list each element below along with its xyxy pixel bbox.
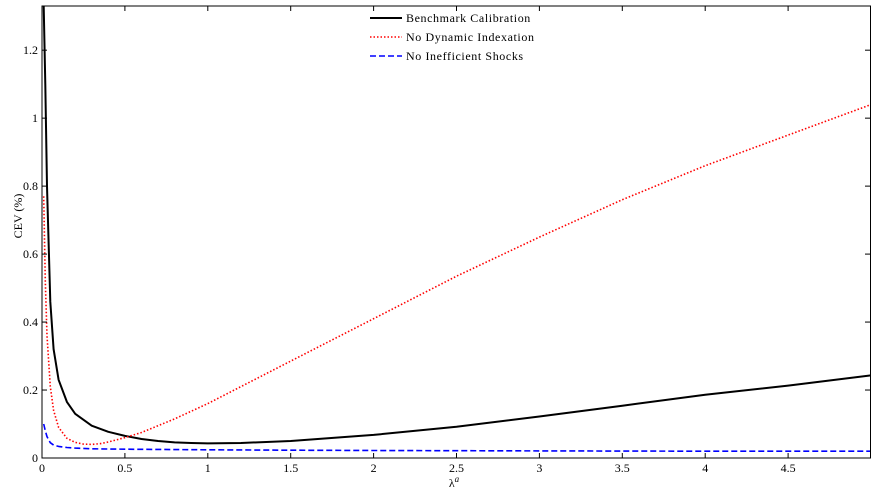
x-tick-label: 3.5 xyxy=(615,461,630,475)
x-tick-label: 4.5 xyxy=(781,461,796,475)
series-line-2 xyxy=(42,103,871,446)
x-tick-label: 1.5 xyxy=(283,461,298,475)
y-tick-label: 1.2 xyxy=(23,43,38,57)
x-tick-label: 2 xyxy=(371,461,377,475)
legend-label-3: No Inefficient Shocks xyxy=(406,49,524,63)
x-tick-label: 0.5 xyxy=(117,461,132,475)
y-tick-label: 0 xyxy=(32,451,38,465)
y-axis-label: CEV (%) xyxy=(11,194,25,239)
legend-label-2: No Dynamic Indexation xyxy=(406,30,535,44)
x-tick-label: 0 xyxy=(39,461,45,475)
y-tick-label: 0.6 xyxy=(23,247,38,261)
x-tick-label: 3 xyxy=(536,461,542,475)
x-tick-label: 2.5 xyxy=(449,461,464,475)
x-tick-label: 4 xyxy=(702,461,708,475)
legend-label-1: Benchmark Calibration xyxy=(406,11,531,25)
x-axis-label: λa xyxy=(449,474,460,490)
x-axis-label-superscript: a xyxy=(455,474,460,484)
series-line-3 xyxy=(42,423,871,453)
y-tick-label: 1 xyxy=(32,111,38,125)
series-layer xyxy=(42,6,871,453)
x-axis-label-symbol: λ xyxy=(449,476,455,490)
y-tick-label: 0.2 xyxy=(23,383,38,397)
y-tick-label: 0.8 xyxy=(23,179,38,193)
x-tick-label: 1 xyxy=(205,461,211,475)
x-axis: 0 0.5 1 1.5 2 2.5 3 3.5 4 4.5 xyxy=(39,6,796,475)
y-axis: 0 0.2 0.4 0.6 0.8 1 1.2 xyxy=(23,43,870,465)
legend: Benchmark Calibration No Dynamic Indexati… xyxy=(370,11,535,63)
y-tick-label: 0.4 xyxy=(23,315,38,329)
series-line-1 xyxy=(42,6,871,445)
